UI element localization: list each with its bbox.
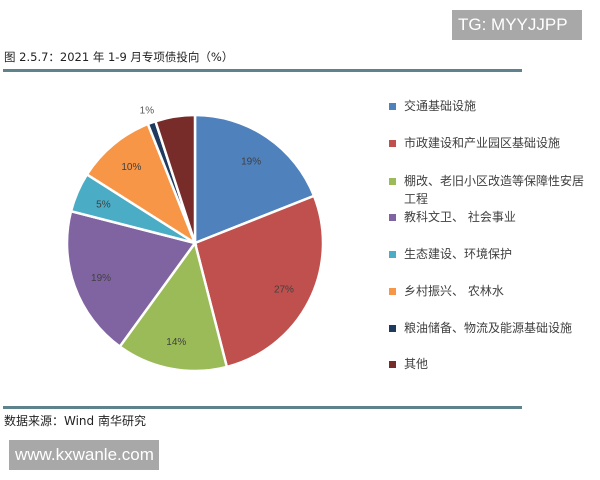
slice-label: 19% — [241, 156, 261, 167]
pie-slice — [118, 240, 229, 373]
legend-item: 市政建设和产业园区基础设施 — [389, 134, 594, 152]
pie-slice — [85, 122, 198, 247]
legend-item: 粮油储备、物流及能源基础设施 — [389, 319, 594, 337]
data-source: 数据来源：Wind 南华研究 — [4, 414, 146, 428]
watermark-bottom: www.kxwanle.com — [9, 440, 159, 470]
slice-label: 1% — [140, 105, 155, 116]
legend-swatch — [389, 103, 396, 110]
legend-item: 交通基础设施 — [389, 97, 594, 115]
pie-slice — [193, 113, 316, 245]
legend-swatch — [389, 251, 396, 258]
legend-swatch — [389, 288, 396, 295]
legend-label: 教科文卫、 社会事业 — [404, 210, 516, 224]
legend-swatch — [389, 214, 396, 221]
legend-label: 交通基础设施 — [404, 99, 477, 113]
legend-item: 生态建设、环境保护 — [389, 245, 594, 263]
pie-slice — [153, 113, 197, 244]
legend-swatch — [389, 361, 396, 368]
legend-swatch — [389, 178, 396, 185]
legend-swatch — [389, 140, 396, 147]
slice-label: 19% — [91, 273, 111, 284]
slice-label: 5% — [96, 199, 111, 210]
pie-chart: 19% 27% 14% 19% 5% 10% 1% — [65, 105, 325, 373]
legend-label: 其他 — [404, 357, 429, 371]
figure-title: 图 2.5.7：2021 年 1-9 月专项债投向（%） — [4, 50, 234, 64]
legend-label: 棚改、老旧小区改造等保障性安居工程 — [404, 174, 585, 206]
slice-label: 14% — [166, 337, 186, 348]
slice-label: 27% — [274, 284, 294, 295]
top-divider — [3, 69, 522, 72]
legend-item: 棚改、老旧小区改造等保障性安居工程 — [389, 172, 594, 208]
legend-label: 市政建设和产业园区基础设施 — [404, 136, 561, 150]
bottom-divider — [3, 406, 522, 409]
legend-label: 生态建设、环境保护 — [404, 247, 513, 261]
slice-label: 10% — [121, 162, 141, 173]
legend-swatch — [389, 325, 396, 332]
legend-item: 其他 — [389, 355, 594, 373]
legend-item: 教科文卫、 社会事业 — [389, 208, 594, 226]
pie-slice — [65, 209, 198, 349]
pie-slice — [193, 194, 325, 369]
legend-label: 乡村振兴、 农林水 — [404, 284, 504, 298]
legend-label: 粮油储备、物流及能源基础设施 — [404, 321, 573, 335]
legend-item: 乡村振兴、 农林水 — [389, 282, 594, 300]
watermark-top: TG: MYYJJPP — [452, 10, 582, 40]
